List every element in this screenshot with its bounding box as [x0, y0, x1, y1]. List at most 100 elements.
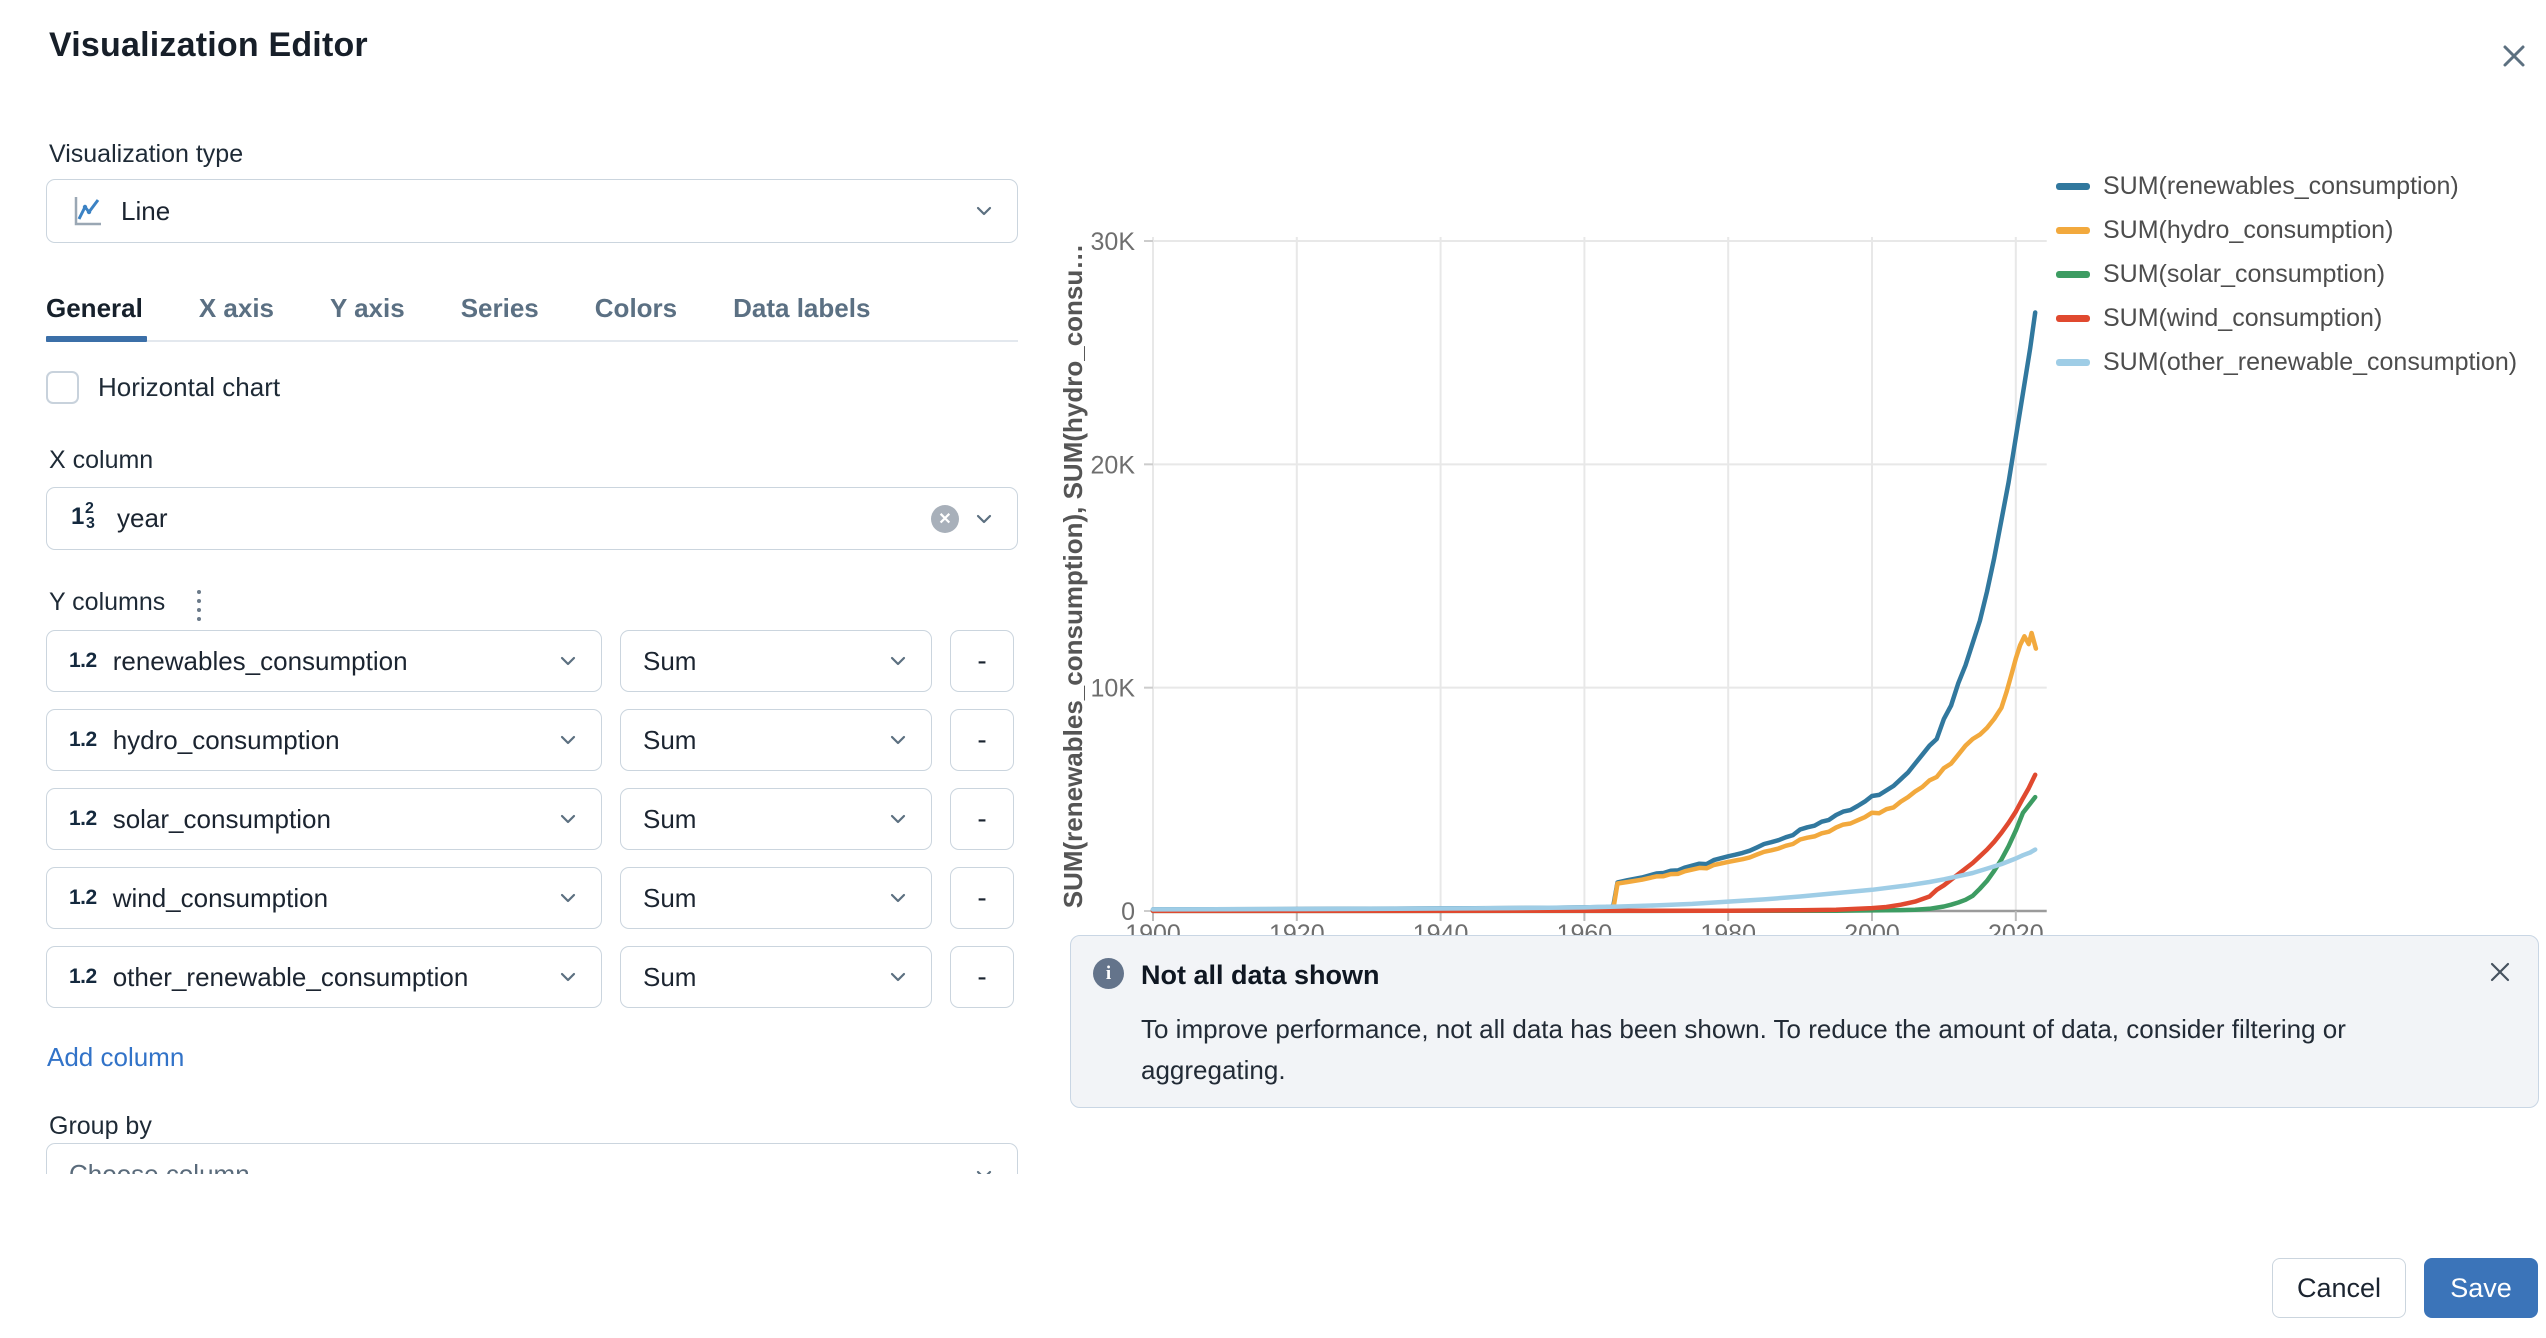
close-icon	[2485, 957, 2515, 992]
aggregation-value: Sum	[643, 803, 697, 834]
chevron-down-icon	[887, 808, 909, 830]
legend-label: SUM(solar_consumption)	[2103, 260, 2386, 288]
chevron-down-icon	[887, 729, 909, 751]
y-column-value: renewables_consumption	[112, 645, 408, 676]
remove-column-button[interactable]: -	[950, 867, 1014, 929]
legend-item[interactable]: SUM(other_renewable_consumption)	[2056, 348, 2517, 377]
decimal-type-icon: 1.2	[69, 886, 97, 909]
svg-text:10K: 10K	[1091, 675, 1136, 703]
svg-text:2000: 2000	[1844, 920, 1900, 936]
y-column-value: hydro_consumption	[112, 724, 340, 755]
aggregation-select[interactable]: Sum	[620, 867, 932, 929]
clear-x-column-button[interactable]: ✕	[931, 504, 959, 533]
viz-type-value: Line	[121, 195, 171, 226]
chevron-down-icon	[887, 887, 909, 909]
decimal-type-icon: 1.2	[69, 807, 97, 830]
y-column-select[interactable]: 1.2 wind_consumption	[46, 867, 602, 929]
legend-swatch	[2056, 271, 2090, 278]
alert-close-button[interactable]	[2480, 954, 2520, 994]
legend-item[interactable]: SUM(renewables_consumption)	[2056, 172, 2517, 201]
chevron-down-icon	[557, 966, 579, 988]
not-all-data-alert: i Not all data shown To improve performa…	[1070, 935, 2539, 1108]
remove-column-button[interactable]: -	[950, 709, 1014, 771]
svg-text:0: 0	[1121, 898, 1135, 926]
chevron-down-icon	[973, 508, 995, 530]
tab-series[interactable]: Series	[460, 293, 539, 323]
y-column-row: 1.2 solar_consumption Sum -	[46, 788, 1018, 850]
svg-text:20K: 20K	[1091, 451, 1136, 479]
y-column-select[interactable]: 1.2 hydro_consumption	[46, 709, 602, 771]
remove-column-button[interactable]: -	[950, 788, 1014, 850]
add-column-link[interactable]: Add column	[47, 1042, 185, 1072]
y-column-select[interactable]: 1.2 solar_consumption	[46, 788, 602, 850]
line-chart-icon	[69, 193, 105, 229]
tab-general[interactable]: General	[46, 293, 147, 342]
x-column-label: X column	[49, 446, 154, 474]
tabs-divider	[46, 340, 1018, 342]
cancel-button[interactable]: Cancel	[2272, 1258, 2406, 1318]
decimal-type-icon: 1.2	[69, 728, 97, 751]
y-column-row: 1.2 other_renewable_consumption Sum -	[46, 946, 1018, 1008]
legend-swatch	[2056, 359, 2090, 366]
svg-text:1900: 1900	[1125, 920, 1181, 936]
tab-bar: General X axis Y axis Series Colors Data labe…	[46, 293, 1018, 342]
y-columns-header: Y columns	[49, 587, 202, 621]
aggregation-select[interactable]: Sum	[620, 709, 932, 771]
x-column-value: year	[117, 503, 168, 533]
legend-item[interactable]: SUM(hydro_consumption)	[2056, 216, 2517, 245]
legend-swatch	[2056, 227, 2090, 234]
tab-x-axis[interactable]: X axis	[198, 293, 274, 323]
chevron-down-icon	[557, 650, 579, 672]
aggregation-select[interactable]: Sum	[620, 788, 932, 850]
alert-body: To improve performance, not all data has…	[1141, 1014, 2346, 1085]
legend-label: SUM(other_renewable_consumption)	[2103, 348, 2518, 376]
svg-text:2020: 2020	[1988, 920, 2044, 936]
aggregation-value: Sum	[643, 882, 697, 913]
aggregation-select[interactable]: Sum	[620, 630, 932, 692]
tab-y-axis[interactable]: Y axis	[330, 293, 405, 323]
remove-column-button[interactable]: -	[950, 630, 1014, 692]
remove-column-button[interactable]: -	[950, 946, 1014, 1008]
tab-colors[interactable]: Colors	[594, 293, 678, 323]
aggregation-select[interactable]: Sum	[620, 946, 932, 1008]
aggregation-value: Sum	[643, 724, 697, 755]
svg-text:1920: 1920	[1269, 920, 1325, 936]
alert-title: Not all data shown	[1141, 960, 1380, 990]
group-by-label: Group by	[49, 1112, 152, 1140]
chevron-down-icon	[887, 650, 909, 672]
drag-handle-icon[interactable]	[197, 590, 202, 621]
group-by-clip: Choose column	[46, 1143, 1018, 1174]
y-column-value: other_renewable_consumption	[112, 961, 469, 992]
viz-type-label: Visualization type	[49, 140, 244, 168]
viz-type-select[interactable]: Line	[46, 179, 1018, 243]
group-by-select[interactable]: Choose column	[46, 1143, 1018, 1174]
legend-item[interactable]: SUM(solar_consumption)	[2056, 260, 2517, 289]
svg-text:1940: 1940	[1413, 920, 1469, 936]
group-by-placeholder: Choose column	[69, 1159, 250, 1174]
chart-preview: 0 10K 20K 30K 1900 1920 1940 1960 1980 2000 2020 SU…	[1040, 120, 2506, 936]
tab-data-labels[interactable]: Data labels	[733, 293, 871, 323]
y-column-row: 1.2 hydro_consumption Sum -	[46, 709, 1018, 771]
horizontal-chart-row: Horizontal chart	[46, 371, 280, 404]
y-column-value: wind_consumption	[112, 882, 329, 913]
y-column-select[interactable]: 1.2 renewables_consumption	[46, 630, 602, 692]
dialog-close-button[interactable]	[2492, 36, 2536, 80]
legend-item[interactable]: SUM(wind_consumption)	[2056, 304, 2517, 333]
chevron-down-icon	[557, 729, 579, 751]
legend-swatch	[2056, 183, 2090, 190]
page-title: Visualization Editor	[49, 26, 368, 64]
decimal-type-icon: 1.2	[69, 965, 97, 988]
chevron-down-icon	[557, 808, 579, 830]
svg-text:30K: 30K	[1091, 228, 1136, 256]
y-column-select[interactable]: 1.2 other_renewable_consumption	[46, 946, 602, 1008]
legend-swatch	[2056, 315, 2090, 322]
info-icon: i	[1093, 958, 1124, 989]
svg-text:SUM(renewables_consumption), S: SUM(renewables_consumption), SUM(hydro_c…	[1058, 244, 1088, 909]
horizontal-chart-checkbox[interactable]	[46, 371, 79, 404]
horizontal-chart-label: Horizontal chart	[98, 372, 281, 402]
y-columns-label: Y columns	[49, 588, 166, 616]
save-button[interactable]: Save	[2424, 1258, 2538, 1318]
